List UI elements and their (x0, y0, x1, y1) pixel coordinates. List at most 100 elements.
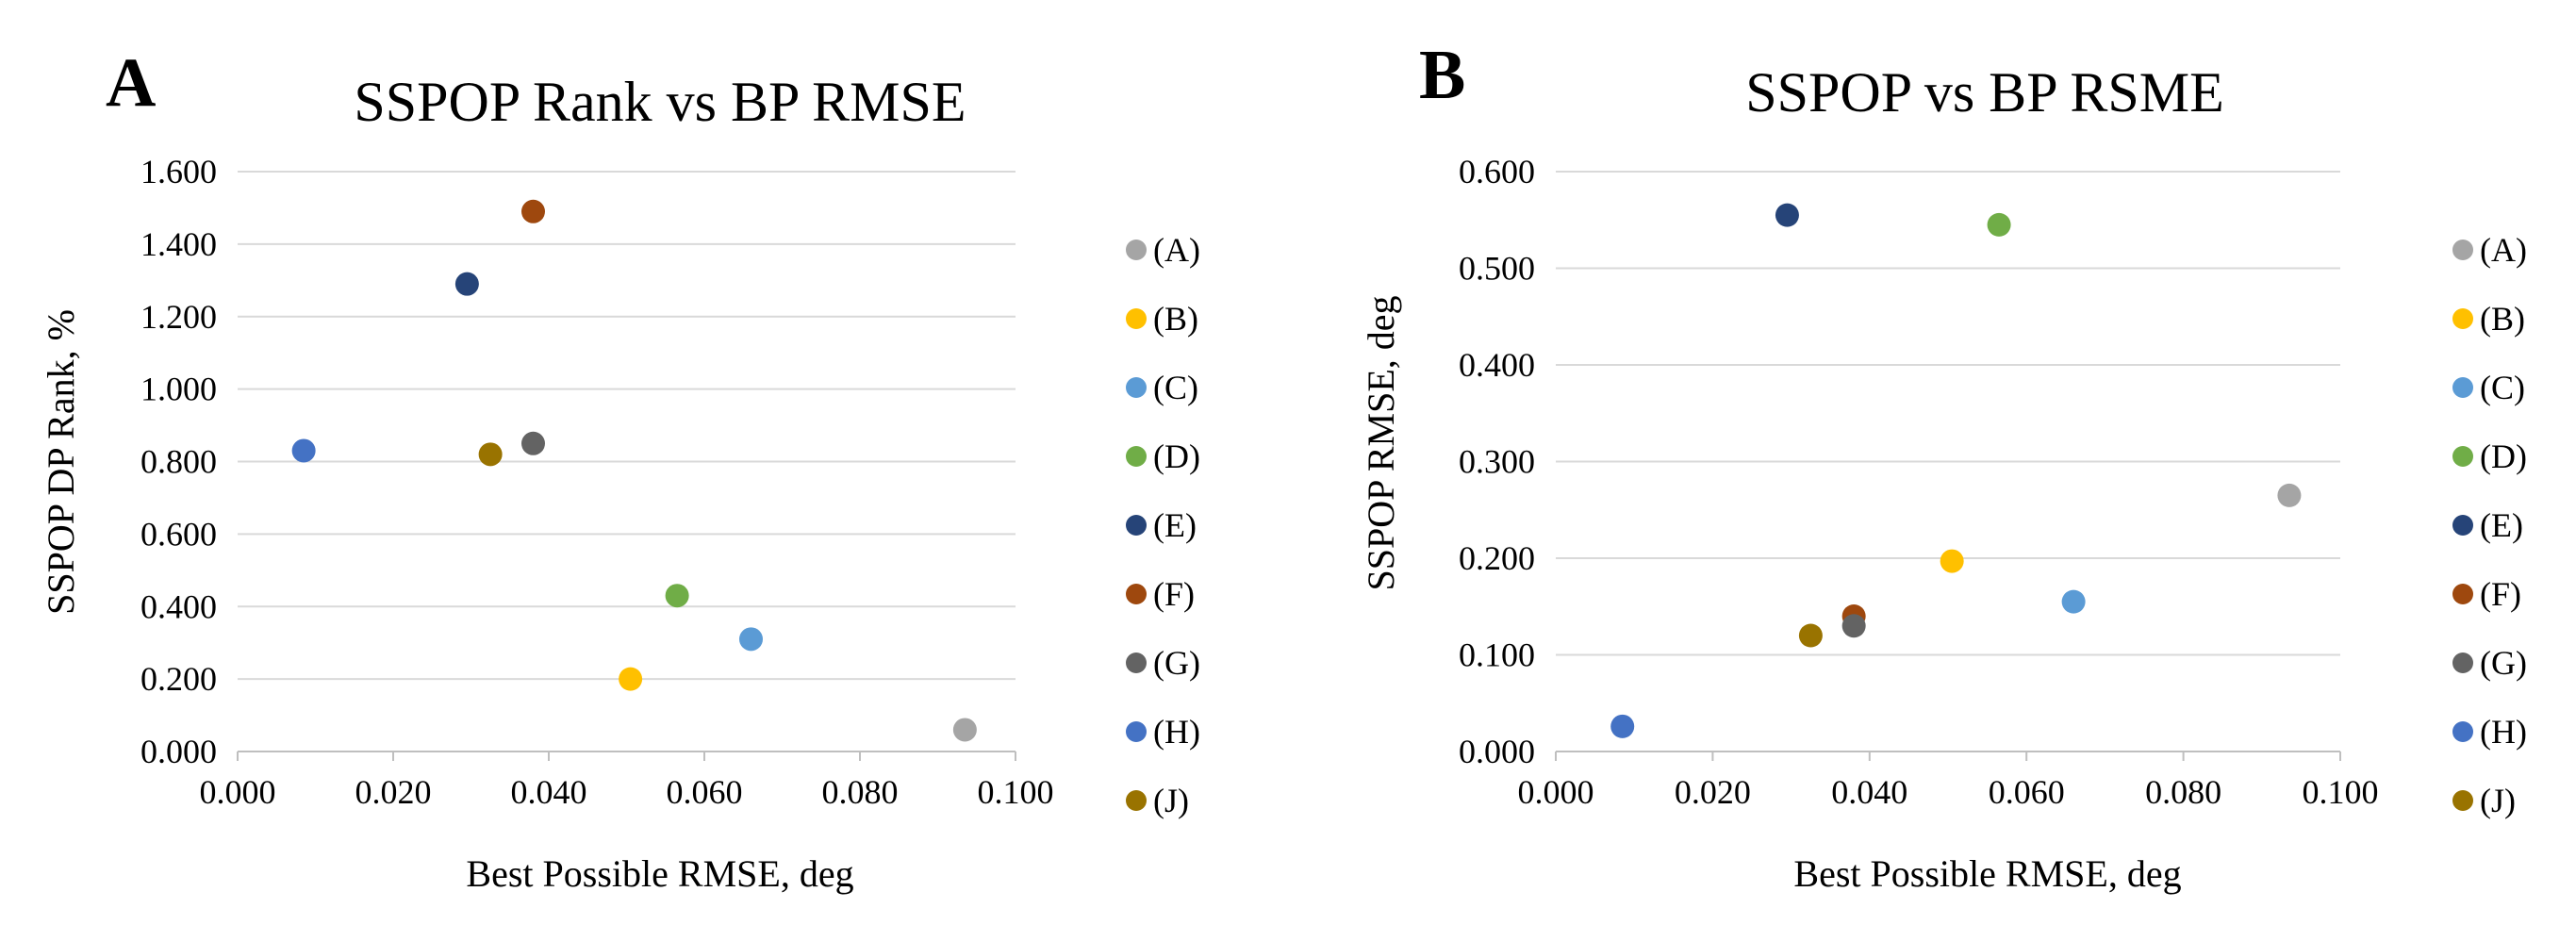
panel-b-legend-marker-e (2452, 515, 2473, 536)
panel-a-y-tick-label: 0.600 (140, 515, 217, 553)
panel-b-legend: (A) (B) (C) (D) (E) (F) (G) (H) (J) (2452, 231, 2527, 819)
panel-a-legend-marker-a (1126, 240, 1147, 260)
panel-b-legend-label-a: (A) (2480, 231, 2527, 269)
panel-a-point-f (521, 199, 545, 223)
panel-a-y-ticks: 0.000 0.200 0.400 0.600 0.800 1.000 1.200 1.400… (140, 153, 217, 770)
panel-a-legend-marker-d (1126, 446, 1147, 467)
panel-b-y-ticks: 0.000 0.100 0.200 0.300 0.400 0.500 0.600 (1459, 153, 1535, 770)
panel-a-legend-marker-e (1126, 515, 1147, 536)
panel-a-x-tick-label: 0.060 (667, 773, 743, 811)
panel-a-y-tick-label: 1.400 (140, 225, 217, 263)
panel-b-y-tick-label: 0.200 (1459, 539, 1535, 577)
panel-b-y-tick-label: 0.100 (1459, 636, 1535, 674)
panel-a-x-tick-label: 0.020 (355, 773, 432, 811)
panel-b-point-g (1841, 614, 1866, 638)
panel-b-y-tick-label: 0.500 (1459, 250, 1535, 288)
panel-b-legend-label-c: (C) (2480, 369, 2525, 406)
panel-a-point-g (521, 431, 545, 455)
panel-a-legend-marker-g (1126, 652, 1147, 673)
panel-b-legend-label-d: (D) (2480, 438, 2527, 475)
panel-b-point-e (1775, 203, 1799, 227)
panel-b-x-tick-label: 0.100 (2303, 773, 2379, 811)
panel-a-title: SSPOP Rank vs BP RMSE (354, 71, 966, 133)
panel-b-point-b (1940, 549, 1964, 573)
panel-a-y-tick-label: 0.000 (140, 733, 217, 770)
panel-b-legend-marker-a (2452, 240, 2473, 260)
panel-b-legend-label-g: (G) (2480, 644, 2527, 682)
panel-b-legend-marker-h (2452, 721, 2473, 742)
panel-a-legend-label-f: (F) (1153, 575, 1195, 613)
panel-a-legend-label-d: (D) (1153, 438, 1200, 475)
panel-b-legend-marker-c (2452, 377, 2473, 398)
panel-b-point-h (1610, 714, 1635, 738)
panel-a-point-j (478, 442, 503, 467)
panel-b-legend-label-e: (E) (2480, 506, 2523, 544)
panel-a-legend-label-a: (A) (1153, 231, 1200, 269)
panel-a-legend-label-e: (E) (1153, 506, 1197, 544)
panel-b-y-tick-label: 0.600 (1459, 153, 1535, 190)
panel-b-legend-marker-f (2452, 584, 2473, 604)
panel-a-x-tick-label: 0.000 (200, 773, 276, 811)
panel-b-x-axis-title: Best Possible RMSE, deg (1793, 852, 2181, 895)
panel-b-x-tick-label: 0.060 (1989, 773, 2065, 811)
panel-b-letter: B (1419, 37, 1465, 114)
panel-a-legend: (A) (B) (C) (D) (E) (F) (G) (H) (J) (1126, 231, 1200, 819)
panel-b-x-tick-label: 0.040 (1831, 773, 1907, 811)
panel-a-legend-marker-f (1126, 584, 1147, 604)
panel-a-legend-marker-c (1126, 377, 1147, 398)
panel-a-legend-label-g: (G) (1153, 644, 1200, 682)
panel-b-title: SSPOP vs BP RSME (1745, 61, 2223, 124)
panel-a-x-tick-label: 0.100 (978, 773, 1054, 811)
panel-b-point-d (1987, 212, 2011, 237)
panel-b-legend-label-h: (H) (2480, 713, 2527, 751)
panel-b-y-tick-label: 0.400 (1459, 346, 1535, 384)
panel-b-legend-marker-d (2452, 446, 2473, 467)
panel-b-legend-marker-j (2452, 790, 2473, 811)
panel-a: A SSPOP Rank vs BP RMSE 0.000 0.200 0.400 0… (40, 44, 1200, 895)
panel-b-x-tick-label: 0.020 (1675, 773, 1751, 811)
panel-b: B SSPOP vs BP RSME 0.0000.1000.2000.3000… (1360, 37, 2527, 895)
panel-b-y-tick-label: 0.300 (1459, 443, 1535, 481)
panel-b-legend-label-b: (B) (2480, 300, 2525, 338)
panel-a-letter: A (106, 44, 156, 122)
panel-a-legend-label-h: (H) (1153, 713, 1200, 751)
panel-a-x-axis-title: Best Possible RMSE, deg (466, 852, 853, 895)
panel-b-x-tick-label: 0.000 (1518, 773, 1594, 811)
panel-a-point-d (665, 584, 689, 608)
panel-b-legend-marker-b (2452, 308, 2473, 329)
panel-b-points (1610, 203, 2302, 738)
panel-a-point-h (291, 438, 316, 463)
panel-a-y-tick-label: 0.200 (140, 660, 217, 698)
panel-a-legend-label-b: (B) (1153, 300, 1198, 338)
panel-a-legend-marker-h (1126, 721, 1147, 742)
panel-a-legend-label-j: (J) (1153, 782, 1189, 819)
panel-a-x-ticks: 0.000 0.020 0.040 0.060 0.080 0.100 (200, 752, 1054, 811)
panel-a-point-b (619, 667, 643, 691)
panel-b-y-axis-title: SSPOP RMSE, deg (1360, 295, 1402, 590)
panel-a-point-a (952, 718, 977, 742)
panel-a-point-e (454, 272, 479, 296)
panel-a-y-tick-label: 0.800 (140, 443, 217, 481)
panel-b-gridlines (1556, 171, 2340, 752)
panel-a-legend-marker-j (1126, 790, 1147, 811)
panel-b-y-tick-label: 0.000 (1459, 733, 1535, 770)
panel-b-legend-marker-g (2452, 652, 2473, 673)
panel-a-legend-marker-b (1126, 308, 1147, 329)
panel-b-x-tick-label: 0.080 (2145, 773, 2221, 811)
panel-b-point-j (1798, 623, 1823, 648)
panel-a-gridlines (238, 171, 1016, 752)
panel-b-x-ticks: 0.000 0.020 0.040 0.060 0.080 0.100 (1518, 752, 2379, 811)
panel-a-point-c (739, 627, 763, 652)
panel-b-legend-label-j: (J) (2480, 782, 2516, 819)
panel-a-y-tick-label: 1.200 (140, 298, 217, 336)
panel-a-legend-label-c: (C) (1153, 369, 1198, 406)
panel-a-points (291, 199, 977, 742)
panel-a-y-tick-label: 1.600 (140, 153, 217, 190)
panel-a-x-tick-label: 0.080 (822, 773, 899, 811)
panel-b-point-c (2061, 589, 2086, 614)
panel-b-point-a (2277, 483, 2302, 507)
panel-a-y-axis-title: SSPOP DP Rank, % (40, 309, 82, 615)
panel-a-y-tick-label: 0.400 (140, 587, 217, 625)
panel-a-x-tick-label: 0.040 (511, 773, 587, 811)
